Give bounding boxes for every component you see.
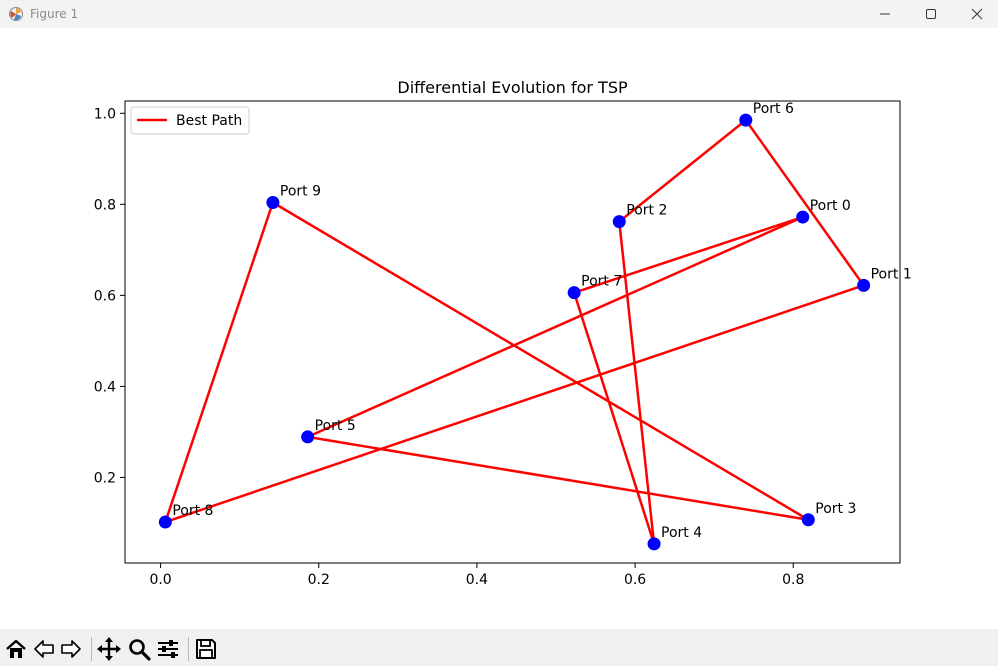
point-port-0 [796,210,810,224]
minimize-button[interactable] [862,0,908,28]
point-label-port-3: Port 3 [815,501,856,517]
close-button[interactable] [954,0,998,28]
x-tick-label: 0.2 [308,572,330,588]
minimize-icon [880,13,890,15]
point-label-port-1: Port 1 [871,266,912,282]
chart: Differential Evolution for TSP Port 0Por… [94,78,912,588]
point-port-9 [266,196,280,210]
save-button[interactable] [194,637,218,661]
y-tick-label: 0.6 [94,288,116,304]
point-label-port-4: Port 4 [661,525,702,541]
path-segment [572,291,656,546]
back-button[interactable] [32,637,56,661]
window-title: Figure 1 [30,7,79,21]
toolbar-separator [188,637,189,661]
x-tick-label: 0.6 [624,572,646,588]
point-label-port-9: Port 9 [280,184,321,200]
forward-button[interactable] [59,637,83,661]
x-axis: 0.0 0.2 0.4 0.6 0.8 [149,563,804,588]
point-label-port-5: Port 5 [315,418,356,434]
path-segment [164,284,865,524]
y-tick-label: 1.0 [94,106,116,122]
x-tick-label: 0.8 [782,572,804,588]
y-tick-label: 0.4 [94,379,116,395]
y-tick-label: 0.8 [94,197,116,213]
point-label-port-2: Port 2 [626,203,667,219]
path-segment [618,118,748,223]
title-bar: Figure 1 [0,0,998,28]
x-tick-label: 0.4 [466,572,488,588]
sliders-icon [158,640,178,658]
legend-label-best-path: Best Path [176,113,242,129]
path-segment [306,215,804,439]
path-segment [744,118,865,287]
point-label-port-8: Port 8 [172,503,213,519]
pan-button[interactable] [97,637,121,661]
floppy-disk-icon [196,639,216,659]
close-icon [971,8,983,20]
path-layer [164,118,865,546]
point-port-7 [567,286,581,300]
legend-box [130,106,250,135]
zoom-button[interactable] [127,637,151,661]
y-tick-label: 0.2 [94,470,116,486]
figure-canvas[interactable]: Differential Evolution for TSP Port 0 Por… [0,28,998,629]
maximize-button[interactable] [908,0,954,28]
point-port-6 [739,113,753,127]
axes-frame [124,100,901,564]
path-segment [572,215,804,294]
magnifier-icon [129,639,151,661]
matplotlib-app-icon [9,7,23,21]
path-segment [271,201,810,522]
path-segment [306,435,810,522]
toolbar-separator [91,637,92,661]
point-port-8 [158,515,172,529]
point-label-port-7: Port 7 [581,274,622,290]
point-port-4 [647,537,661,551]
point-label-port-6: Port 6 [753,101,794,117]
configure-subplots-button[interactable] [156,637,180,661]
chart-title: Differential Evolution for TSP [397,78,628,97]
point-port-2 [612,215,626,229]
path-segment [618,220,656,546]
point-label-port-0: Port 0 [810,198,851,214]
point-port-1 [857,278,871,292]
home-button[interactable] [4,637,28,661]
arrow-left-icon [34,640,54,658]
labels-layer: Port 0 Port 1 Port 2 Port 3 Port 4 Port 5 Port… [172,101,911,541]
home-icon [6,639,26,658]
x-tick-label: 0.0 [149,572,171,588]
navigation-toolbar [0,629,998,666]
points-layer [158,113,871,551]
legend: Best Path [130,106,250,135]
point-port-5 [301,430,315,444]
maximize-icon [926,9,936,19]
y-axis: 0.2 0.4 0.6 0.8 1.0 [94,106,125,486]
arrow-right-icon [61,640,81,658]
path-segment [164,201,275,524]
point-port-3 [801,513,815,527]
move-icon [97,637,121,661]
